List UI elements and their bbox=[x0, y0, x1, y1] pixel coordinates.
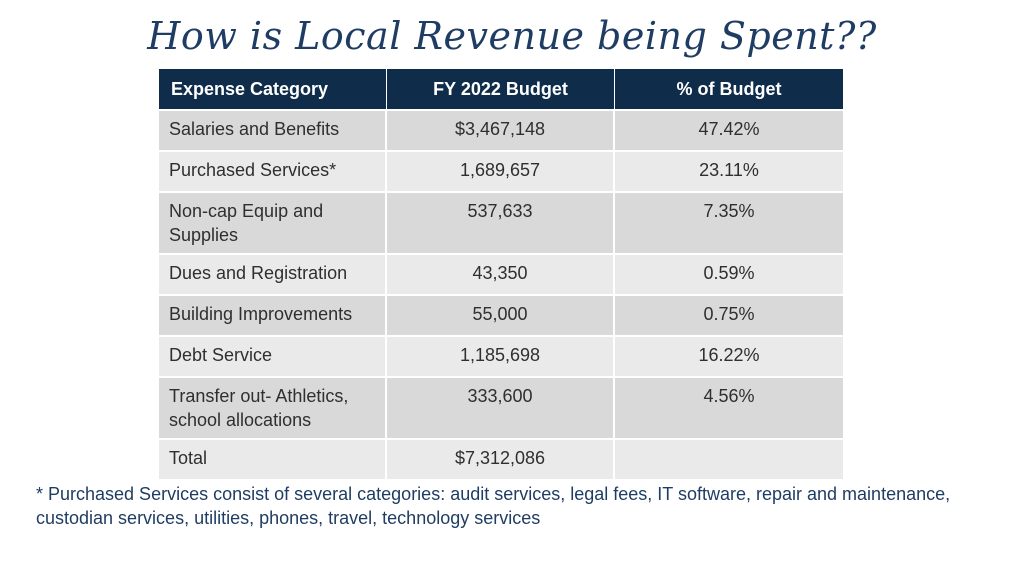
budget-cell: 333,600 bbox=[387, 378, 615, 440]
table-row: Transfer out- Athletics, school allocati… bbox=[159, 378, 843, 440]
budget-cell: 1,185,698 bbox=[387, 337, 615, 378]
table-row: Building Improvements 55,000 0.75% bbox=[159, 296, 843, 337]
expense-category-cell: Purchased Services* bbox=[159, 152, 387, 193]
page-title: How is Local Revenue being Spent?? bbox=[147, 14, 877, 58]
table-row: Non-cap Equip and Supplies 537,633 7.35% bbox=[159, 193, 843, 255]
expense-category-cell: Non-cap Equip and Supplies bbox=[159, 193, 387, 255]
expense-category-cell: Salaries and Benefits bbox=[159, 111, 387, 152]
expense-category-cell: Transfer out- Athletics, school allocati… bbox=[159, 378, 387, 440]
total-label-cell: Total bbox=[159, 440, 387, 481]
expense-category-cell: Dues and Registration bbox=[159, 255, 387, 296]
column-header-fy-2022-budget: FY 2022 Budget bbox=[387, 69, 615, 111]
percent-cell: 47.42% bbox=[615, 111, 843, 152]
budget-cell: $3,467,148 bbox=[387, 111, 615, 152]
budget-cell: 537,633 bbox=[387, 193, 615, 255]
table-header-row: Expense Category FY 2022 Budget % of Bud… bbox=[159, 69, 843, 111]
table-row: Salaries and Benefits $3,467,148 47.42% bbox=[159, 111, 843, 152]
percent-cell: 0.75% bbox=[615, 296, 843, 337]
table-row: Debt Service 1,185,698 16.22% bbox=[159, 337, 843, 378]
expense-category-cell: Building Improvements bbox=[159, 296, 387, 337]
purchased-services-footnote: * Purchased Services consist of several … bbox=[36, 484, 951, 528]
budget-cell: 1,689,657 bbox=[387, 152, 615, 193]
column-header-percent-of-budget: % of Budget bbox=[615, 69, 843, 111]
column-header-expense-category: Expense Category bbox=[159, 69, 387, 111]
table-row: Dues and Registration 43,350 0.59% bbox=[159, 255, 843, 296]
expense-category-cell: Debt Service bbox=[159, 337, 387, 378]
percent-cell: 0.59% bbox=[615, 255, 843, 296]
table-row: Purchased Services* 1,689,657 23.11% bbox=[159, 152, 843, 193]
budget-table: Expense Category FY 2022 Budget % of Bud… bbox=[159, 69, 843, 481]
budget-cell: 43,350 bbox=[387, 255, 615, 296]
percent-cell: 4.56% bbox=[615, 378, 843, 440]
percent-cell: 23.11% bbox=[615, 152, 843, 193]
percent-cell: 7.35% bbox=[615, 193, 843, 255]
total-percent-cell bbox=[615, 440, 843, 481]
total-budget-cell: $7,312,086 bbox=[387, 440, 615, 481]
percent-cell: 16.22% bbox=[615, 337, 843, 378]
budget-cell: 55,000 bbox=[387, 296, 615, 337]
table-total-row: Total $7,312,086 bbox=[159, 440, 843, 481]
